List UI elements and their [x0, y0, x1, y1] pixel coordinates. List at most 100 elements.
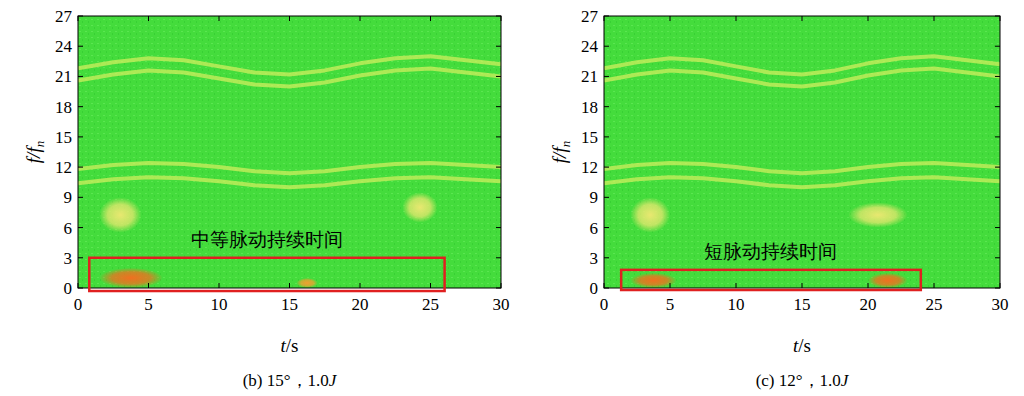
x-axis-label: t/s	[281, 335, 299, 356]
y-tick	[496, 76, 501, 77]
x-tick	[604, 16, 605, 21]
ridge-line	[604, 177, 1000, 187]
x-tick	[670, 283, 671, 288]
y-tick-label: 15	[581, 128, 598, 147]
hotspot	[99, 197, 141, 232]
ridge-line	[78, 163, 501, 173]
y-tick	[496, 167, 501, 168]
hotspot	[630, 273, 676, 288]
x-tick-label: 15	[794, 295, 811, 314]
x-tick	[802, 16, 803, 21]
x-tick	[430, 16, 431, 21]
y-tick	[995, 227, 1000, 228]
x-tick-label: 25	[926, 295, 943, 314]
x-tick-label: 15	[281, 295, 298, 314]
x-tick	[736, 16, 737, 21]
plot-area	[78, 56, 501, 288]
x-tick-label: 5	[144, 295, 153, 314]
y-tick	[604, 16, 609, 17]
y-tick-label: 24	[581, 37, 599, 56]
x-tick-label: 10	[211, 295, 228, 314]
y-tick-label: 27	[55, 7, 73, 26]
y-tick-label: 6	[64, 219, 73, 238]
x-tick-label: 30	[493, 295, 510, 314]
y-tick	[604, 197, 609, 198]
y-tick-label: 9	[64, 188, 73, 207]
y-tick	[496, 106, 501, 107]
x-tick	[670, 16, 671, 21]
y-tick	[995, 257, 1000, 258]
y-tick	[78, 106, 83, 107]
y-tick	[496, 257, 501, 258]
plot-background	[78, 16, 501, 288]
y-tick	[995, 76, 1000, 77]
plot-area	[604, 56, 1000, 288]
x-tick-label: 30	[992, 295, 1009, 314]
panel: 0510152025300369121518212427中等脉动持续时间t/sf…	[23, 7, 510, 390]
x-tick-label: 10	[728, 295, 745, 314]
x-tick-label: 25	[422, 295, 439, 314]
hotspot	[297, 278, 318, 288]
y-tick-label: 24	[55, 37, 73, 56]
caption: (b) 15°，1.0J	[243, 371, 338, 390]
y-tick	[604, 167, 609, 168]
y-tick	[78, 46, 83, 47]
x-tick	[148, 16, 149, 21]
x-tick	[501, 283, 502, 288]
figure: 0510152025300369121518212427中等脉动持续时间t/sf…	[0, 0, 1024, 396]
y-tick	[995, 46, 1000, 47]
y-tick	[604, 76, 609, 77]
hotspot	[630, 197, 670, 232]
y-tick	[995, 106, 1000, 107]
x-tick	[802, 283, 803, 288]
hotspot	[402, 192, 437, 222]
x-tick	[360, 16, 361, 21]
x-tick	[360, 283, 361, 288]
x-tick-label: 20	[860, 295, 877, 314]
y-tick	[995, 136, 1000, 137]
y-tick	[78, 257, 83, 258]
annotation: 中等脉动持续时间	[191, 229, 343, 250]
hotspot	[848, 202, 907, 227]
ridge-line	[604, 68, 1000, 86]
x-tick	[934, 16, 935, 21]
y-tick-label: 27	[581, 7, 599, 26]
y-tick-label: 12	[581, 158, 598, 177]
x-tick-label: 0	[74, 295, 83, 314]
x-tick	[78, 283, 79, 288]
y-tick-label: 18	[581, 98, 598, 117]
highlight-box	[89, 258, 444, 291]
y-tick	[604, 257, 609, 258]
y-tick-label: 21	[55, 67, 72, 86]
highlight-box	[621, 270, 921, 290]
x-tick	[1000, 16, 1001, 21]
hotspot	[868, 273, 908, 288]
y-tick-label: 0	[64, 279, 73, 298]
frame	[78, 16, 501, 288]
y-tick	[78, 16, 83, 17]
y-tick	[78, 227, 83, 228]
y-tick	[496, 227, 501, 228]
x-tick	[219, 16, 220, 21]
x-tick	[868, 16, 869, 21]
plot-background	[604, 16, 1000, 288]
x-tick	[1000, 283, 1001, 288]
x-tick	[430, 283, 431, 288]
y-tick-label: 0	[590, 279, 599, 298]
ridge-line	[604, 163, 1000, 173]
y-tick	[995, 197, 1000, 198]
x-tick-label: 5	[666, 295, 675, 314]
y-tick	[78, 76, 83, 77]
y-tick	[604, 106, 609, 107]
y-tick	[995, 288, 1000, 289]
x-tick	[148, 283, 149, 288]
y-tick-label: 3	[590, 249, 599, 268]
x-tick-label: 20	[352, 295, 369, 314]
y-tick	[496, 46, 501, 47]
y-tick-label: 3	[64, 249, 73, 268]
y-tick-label: 21	[581, 67, 598, 86]
y-tick-label: 6	[590, 219, 599, 238]
x-tick	[736, 283, 737, 288]
ridge-line	[78, 177, 501, 187]
y-tick	[604, 288, 609, 289]
